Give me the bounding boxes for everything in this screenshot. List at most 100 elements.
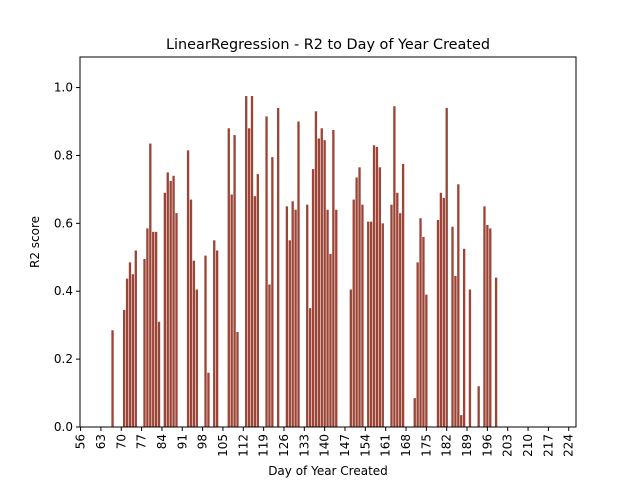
y-tick-label: 0.2 [54, 352, 73, 366]
x-axis-label: Day of Year Created [268, 464, 388, 478]
chart-title: LinearRegression - R2 to Day of Year Cre… [166, 37, 490, 53]
bar [306, 204, 309, 427]
bar [250, 96, 254, 428]
bar [294, 209, 297, 427]
bar [111, 330, 114, 427]
bar [134, 250, 137, 427]
bar [393, 106, 396, 427]
bar [256, 174, 259, 427]
bar [169, 180, 172, 427]
y-tick-label: 0.6 [54, 216, 73, 230]
bar [143, 258, 146, 427]
bar [462, 248, 466, 427]
bar [149, 143, 152, 427]
x-tick-label: 91 [175, 434, 189, 449]
y-tick-label: 0.8 [54, 148, 73, 162]
bar [468, 289, 472, 427]
x-tick-label: 70 [114, 434, 128, 449]
x-tick-label: 147 [338, 434, 352, 457]
bar [352, 199, 355, 427]
bar [189, 199, 193, 427]
bar [358, 167, 361, 427]
x-tick-label: 84 [155, 434, 169, 449]
bar [236, 331, 239, 427]
bar [375, 146, 379, 427]
x-tick-label: 140 [318, 434, 332, 457]
bar [227, 128, 230, 427]
bar [320, 128, 323, 427]
bar [230, 194, 233, 427]
bar [233, 135, 236, 427]
bar [215, 250, 219, 427]
x-tick-label: 196 [480, 434, 494, 457]
bar [486, 225, 489, 427]
x-tick-label: 77 [135, 434, 149, 449]
bar [268, 284, 271, 427]
bar [489, 228, 492, 427]
bar [477, 386, 480, 427]
bar [285, 206, 289, 427]
bar [125, 278, 129, 427]
bar [157, 321, 161, 427]
bar [422, 236, 425, 427]
bar [451, 226, 454, 427]
bar [381, 223, 384, 427]
x-tick-label: 154 [358, 434, 372, 457]
bar [413, 398, 416, 427]
bar [460, 415, 463, 427]
bar [195, 289, 198, 427]
bar [186, 150, 190, 427]
x-tick-label: 56 [74, 434, 88, 449]
bar [361, 204, 364, 427]
x-tick-label: 217 [541, 434, 555, 457]
x-tick-label: 175 [419, 434, 433, 457]
bar [494, 277, 498, 427]
bar [369, 221, 373, 427]
bar [166, 172, 169, 427]
bar [401, 163, 405, 427]
bar [213, 240, 216, 427]
x-tick-label: 189 [460, 434, 474, 457]
bar [329, 253, 332, 427]
bar [192, 260, 196, 427]
bar [247, 128, 251, 427]
x-tick-label: 224 [562, 434, 576, 457]
bar [291, 201, 294, 427]
bar [323, 140, 326, 427]
x-tick-label: 112 [236, 434, 250, 457]
bar [419, 218, 422, 427]
bar [326, 209, 329, 427]
bar [442, 197, 445, 427]
bar [253, 196, 257, 427]
bar [355, 177, 358, 427]
bar [483, 206, 486, 427]
bar [396, 192, 399, 427]
bar [378, 167, 382, 427]
bar [335, 209, 338, 427]
y-tick-label: 1.0 [54, 81, 73, 95]
bar [439, 192, 443, 427]
bar [317, 138, 321, 427]
bar [131, 274, 135, 427]
x-tick-label: 119 [257, 434, 271, 457]
bar [349, 289, 352, 427]
bar [454, 275, 457, 427]
bar [436, 219, 440, 427]
bar [308, 308, 312, 427]
bar [457, 184, 460, 427]
x-tick-label: 63 [94, 434, 108, 449]
x-tick-label: 133 [297, 434, 311, 457]
bar [163, 192, 167, 427]
bar [314, 111, 318, 428]
x-tick-label: 203 [501, 434, 515, 457]
bar [146, 228, 149, 427]
bar [152, 231, 155, 427]
bar [175, 213, 178, 427]
bar [265, 116, 268, 427]
bar [245, 96, 248, 428]
bar [204, 255, 207, 427]
bar [271, 157, 274, 427]
bar [332, 129, 335, 428]
x-tick-label: 98 [196, 434, 210, 449]
